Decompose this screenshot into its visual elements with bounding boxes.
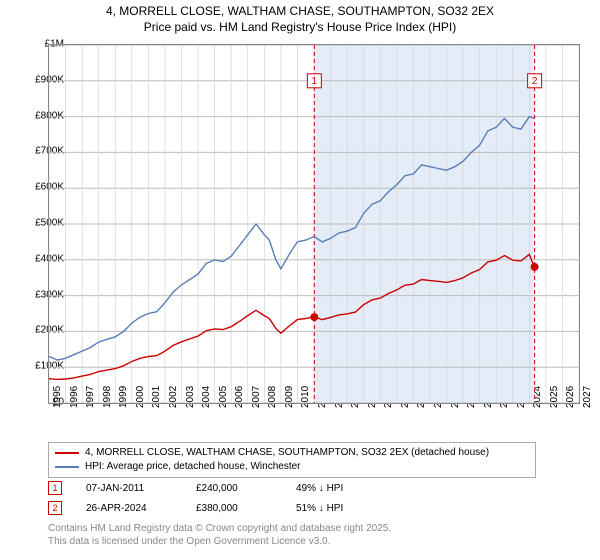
legend-label-hpi: HPI: Average price, detached house, Winc…: [85, 460, 301, 474]
footer-attribution: Contains HM Land Registry data © Crown c…: [48, 522, 391, 548]
marker-date-1: 07-JAN-2011: [86, 483, 196, 494]
footer-line2: This data is licensed under the Open Gov…: [48, 535, 391, 548]
marker-pct-1: 49% ↓ HPI: [296, 483, 416, 494]
legend-box: 4, MORRELL CLOSE, WALTHAM CHASE, SOUTHAM…: [48, 442, 536, 478]
legend-swatch-property: [55, 452, 79, 454]
svg-text:2: 2: [532, 76, 538, 87]
legend-label-property: 4, MORRELL CLOSE, WALTHAM CHASE, SOUTHAM…: [85, 446, 489, 460]
chart-plot-area: 12: [48, 44, 580, 404]
legend-item-hpi: HPI: Average price, detached house, Winc…: [55, 460, 529, 474]
marker-row-2: 2 26-APR-2024 £380,000 51% ↓ HPI: [48, 498, 416, 518]
chart-title-line1: 4, MORRELL CLOSE, WALTHAM CHASE, SOUTHAM…: [0, 4, 600, 20]
legend-swatch-hpi: [55, 466, 79, 468]
marker-badge-1: 1: [48, 481, 62, 495]
svg-text:1: 1: [312, 76, 318, 87]
marker-row-1: 1 07-JAN-2011 £240,000 49% ↓ HPI: [48, 478, 416, 498]
marker-date-2: 26-APR-2024: [86, 503, 196, 514]
marker-price-1: £240,000: [196, 483, 296, 494]
marker-table: 1 07-JAN-2011 £240,000 49% ↓ HPI 2 26-AP…: [48, 478, 416, 518]
marker-badge-2: 2: [48, 501, 62, 515]
legend-item-property: 4, MORRELL CLOSE, WALTHAM CHASE, SOUTHAM…: [55, 446, 529, 460]
marker-price-2: £380,000: [196, 503, 296, 514]
marker-pct-2: 51% ↓ HPI: [296, 503, 416, 514]
footer-line1: Contains HM Land Registry data © Crown c…: [48, 522, 391, 535]
chart-title-line2: Price paid vs. HM Land Registry's House …: [0, 20, 600, 36]
